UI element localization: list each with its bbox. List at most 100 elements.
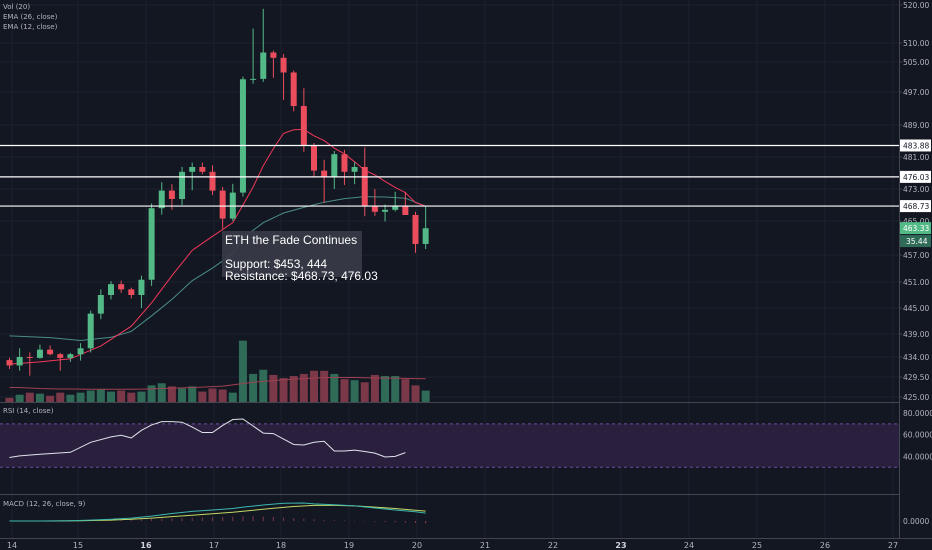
candle-body-26 — [270, 52, 277, 58]
rsi-line — [9, 418, 406, 458]
macd-histogram-bar-30 — [313, 519, 315, 521]
volume-bar-10 — [107, 391, 115, 402]
candle-body-13 — [138, 279, 145, 295]
volume-bar-33 — [340, 379, 349, 402]
time-tick-label-12: 26 — [820, 541, 830, 550]
volume-bar-8 — [86, 390, 95, 402]
ema12-indicator-label[interactable]: EMA (12, close) — [3, 23, 58, 31]
volume-bar-22 — [228, 392, 237, 402]
rsi-tick-label-2: 40.0000 — [903, 452, 932, 461]
volume-bar-34 — [350, 380, 359, 402]
annotation-support: Support: $453, 444 — [225, 256, 328, 271]
volume-bar-12 — [127, 392, 136, 402]
price-tick-label-6: 473.00 — [903, 185, 929, 194]
volume-bar-25 — [259, 369, 268, 402]
rsi-indicator-label[interactable]: RSI (14, close) — [3, 407, 54, 415]
volume-bar-16 — [167, 386, 176, 402]
price-tick-label-13: 429.50 — [903, 373, 929, 382]
time-tick-label-11: 25 — [752, 541, 762, 550]
last-price-label: 463.33 — [903, 224, 929, 233]
price-tick-label-9: 451.00 — [903, 278, 929, 287]
volume-bar-23 — [238, 340, 247, 402]
volume-bar-24 — [249, 373, 258, 402]
volume-bar-0 — [5, 397, 14, 402]
macd-histogram-bar-28 — [293, 518, 295, 521]
rsi-band — [0, 423, 899, 468]
volume-bar-41 — [421, 390, 430, 402]
candle-body-19 — [199, 167, 206, 172]
volume-bar-32 — [330, 373, 339, 402]
volume-bar-14 — [147, 385, 156, 402]
macd-histogram-bar-29 — [303, 518, 305, 521]
rsi-band-fill — [0, 423, 899, 468]
macd-histogram-bar-19 — [201, 517, 203, 521]
time-tick-label-8: 22 — [548, 541, 558, 550]
volume-bar-5 — [56, 392, 65, 402]
volume-ma-line — [9, 376, 426, 390]
time-tick-label-5: 19 — [344, 541, 354, 550]
time-tick-label-2: 16 — [140, 541, 152, 550]
price-tick-label-10: 445.00 — [903, 304, 929, 313]
resistance-label-bg-2 — [900, 200, 931, 213]
candle-body-34 — [351, 167, 358, 172]
candle-body-40 — [412, 215, 419, 244]
volume-bar-2 — [25, 392, 34, 402]
candle-body-29 — [300, 106, 307, 146]
volume-value-label: 35.44 — [906, 237, 928, 246]
price-tick-label-0: 520.00 — [903, 1, 929, 10]
candle-body-4 — [47, 349, 54, 355]
volume-indicator-label[interactable]: Vol (20) — [3, 3, 31, 11]
pane-separators — [0, 402, 932, 539]
volume-bar-3 — [35, 393, 44, 402]
candle-body-28 — [290, 72, 297, 107]
candle-body-1 — [16, 357, 23, 366]
macd-indicator-label[interactable]: MACD (12, 26, close, 9) — [3, 500, 86, 508]
time-axis-labels: 14 15 16 17 18 19 20 21 22 23 24 25 26 27 — [7, 541, 898, 550]
last-price-label-bg — [900, 222, 931, 235]
price-axis[interactable] — [899, 0, 932, 538]
macd-histogram-bar-22 — [232, 516, 234, 521]
candle-body-35 — [361, 167, 368, 206]
candle-body-21 — [219, 190, 226, 219]
ema26-indicator-label[interactable]: EMA (26, close) — [3, 13, 58, 21]
candle-body-2 — [26, 357, 33, 358]
macd-histogram-bar-15 — [161, 518, 163, 521]
macd-signal-line — [9, 504, 426, 522]
time-tick-label-1: 15 — [73, 541, 83, 550]
resistance-lines — [0, 144, 899, 207]
time-tick-label-4: 18 — [276, 541, 286, 550]
rsi-series-line — [9, 418, 406, 458]
candle-body-11 — [118, 284, 125, 290]
macd-histogram-bar-41 — [425, 521, 427, 524]
candle-body-20 — [209, 171, 216, 191]
candle-body-17 — [179, 171, 186, 199]
time-tick-label-9: 23 — [615, 541, 626, 550]
candle-body-37 — [382, 209, 389, 212]
volume-bar-27 — [279, 378, 288, 402]
volume-bar-26 — [269, 374, 278, 402]
volume-bar-17 — [178, 388, 187, 402]
macd-lines — [9, 502, 427, 524]
macd-histogram-bar-17 — [181, 518, 183, 521]
candle-body-3 — [36, 349, 43, 358]
price-tick-label-12: 434.00 — [903, 353, 929, 362]
candle-body-41 — [422, 228, 429, 244]
volume-bar-35 — [360, 382, 369, 402]
macd-histogram-bar-18 — [191, 517, 193, 521]
volume-bar-21 — [218, 389, 227, 402]
candle-body-31 — [321, 170, 328, 177]
volume-bar-9 — [96, 389, 105, 402]
price-tick-label-8: 457.00 — [903, 251, 929, 260]
candle-body-36 — [371, 205, 378, 212]
resistance-label-bg-1 — [900, 170, 931, 183]
candle-body-18 — [189, 167, 196, 172]
candle-body-38 — [392, 206, 399, 210]
time-tick-label-7: 21 — [480, 541, 490, 550]
macd-histogram-bar-23 — [242, 516, 244, 521]
macd-tick-label-0: 0.0000 — [903, 517, 929, 526]
volume-bar-6 — [66, 394, 75, 402]
annotation-note[interactable]: ETH the Fade Continues Support: $453, 44… — [222, 231, 378, 282]
candle-body-27 — [280, 57, 287, 73]
price-axis-labels: 520.00 510.00 505.00 497.00 489.00 481.00 473.… — [899, 1, 932, 526]
